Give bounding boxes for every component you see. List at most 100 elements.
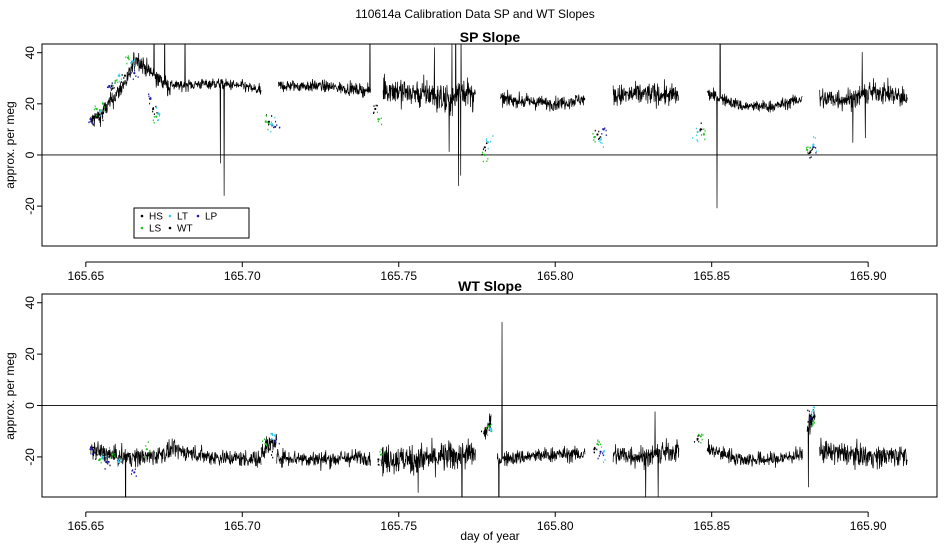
sp-lt-point-0-cluster-1 (99, 111, 101, 113)
wt-ls-point-8-cluster-4 (812, 422, 814, 424)
sp-hs-point-4-cluster-0 (155, 105, 157, 108)
sp-y-axis-label: approx. per meg (3, 101, 17, 188)
wt-hs-point-8-cluster-3 (807, 421, 809, 423)
wt-ls-point-7-cluster-3 (702, 434, 704, 436)
wt-hs-point-3-cluster-0 (266, 443, 268, 445)
sp-lt-point-5-cluster-2 (487, 147, 489, 150)
sp-ls-point-6-cluster-1 (377, 120, 379, 123)
sp-lp-point-0-cluster-3 (90, 119, 92, 121)
sp-hs-point-2-cluster-1 (113, 87, 115, 89)
wt-lt-point-1-cluster-1 (117, 465, 119, 467)
sp-lt-point-6-cluster-1 (600, 141, 602, 144)
wt-ls-point-3-cluster-2 (264, 442, 266, 445)
wt-lp-point-3-cluster-2 (278, 442, 280, 445)
sp-lp-point-0-cluster-1 (93, 123, 95, 126)
sp-ls-point-6-cluster-4 (380, 117, 382, 120)
wt-lp-point-2-cluster-3 (130, 473, 133, 475)
sp-hs-point-7-cluster-1 (481, 153, 483, 156)
wt-hs-point-2-cluster-0 (129, 453, 131, 455)
wt-wt-trace-segment-8 (706, 438, 803, 468)
sp-lt-point-2-cluster-0 (130, 64, 132, 67)
wt-wt-trace-segment-4 (381, 437, 476, 497)
sp-lt-point-5-cluster-1 (485, 138, 488, 140)
wt-ls-point-4-cluster-4 (380, 449, 382, 451)
sp-ls-point-3-cluster-0 (126, 62, 128, 65)
sp-hs-point-6-cluster-2 (373, 111, 375, 114)
sp-lt-point-2 (130, 61, 133, 65)
wt-lt-point-4-cluster-2 (603, 449, 605, 452)
sp-lt-point-3-cluster-2 (155, 107, 157, 109)
sp-lp-point-1-cluster-2 (108, 86, 110, 88)
sp-lt-point-8-cluster-3 (815, 150, 817, 152)
wt-hs-point-7-cluster-1 (693, 441, 696, 443)
wt-y-tick-label-1: 0 (23, 402, 37, 409)
wt-lp-point-4-cluster-0 (602, 452, 604, 455)
sp-hs-point-1-cluster-4 (99, 121, 101, 123)
sp-lp-point-1-cluster-0 (107, 86, 109, 89)
sp-lt-point-5-cluster-3 (490, 140, 492, 143)
sp-hs-point-0 (92, 115, 95, 118)
wt-hs-point-8-cluster-0 (807, 409, 809, 412)
wt-y-tick-label-2: 20 (23, 347, 37, 361)
sp-hs-point-1-cluster-0 (97, 114, 99, 116)
wt-hs-point-2-cluster-4 (124, 454, 126, 457)
wt-ls-point-8-cluster-1 (812, 424, 814, 427)
wt-hs-point-7-cluster-3 (696, 439, 698, 441)
sp-lp-point-0-cluster-0 (88, 121, 90, 124)
wt-ls-point-2 (145, 448, 148, 451)
wt-hs-point-7-cluster-2 (697, 435, 699, 437)
wt-lp-point-5-cluster-2 (813, 412, 815, 414)
wt-hs-point-4-cluster-3 (381, 462, 383, 464)
sp-hs-point-3-cluster-4 (124, 74, 126, 77)
wt-hs-point-2-cluster-2 (128, 455, 130, 457)
sp-hs-point-5-cluster-1 (271, 124, 273, 127)
sp-ls-point-1-cluster-2 (100, 109, 102, 111)
wt-lt-point-5-cluster-0 (812, 406, 814, 408)
sp-ls-point-0-cluster-3 (96, 114, 98, 117)
sp-lt-point-4-cluster-3 (270, 123, 272, 126)
sp-lp-point-4 (274, 125, 277, 128)
sp-ls-point-10-cluster-3 (809, 147, 811, 149)
wt-ls-point-1-cluster-2 (109, 457, 111, 459)
sp-lp-point-5-cluster-4 (605, 129, 607, 132)
wt-lt-point-1-cluster-4 (117, 459, 119, 462)
wt-y-axis-label: approx. per meg (3, 352, 17, 439)
sp-lt-point-8-cluster-0 (812, 143, 814, 146)
wt-ls-point-8 (812, 419, 815, 423)
wt-y-tick-label-0: -20 (23, 448, 37, 466)
sp-ls-point-5-cluster-3 (266, 121, 268, 124)
sp-ls-point-0-cluster-0 (94, 105, 96, 108)
sp-hs-point-6-cluster-0 (375, 104, 377, 107)
sp-hs-point-8-cluster-0 (594, 129, 596, 132)
sp-hs-point-4-cluster-3 (152, 110, 154, 113)
sp-wt-trace-segment-2 (277, 44, 371, 98)
wt-wt-trace-segment-10 (819, 437, 908, 471)
wt-ls-point-1-cluster-4 (114, 455, 116, 458)
wt-ls-point-3-cluster-3 (263, 438, 265, 440)
sp-axes: 165.65 165.70 165.75 165.80 165.85 165.90 -20 0… (23, 46, 887, 283)
wt-hs-point-3 (267, 448, 270, 451)
sp-wt-trace-segment-1 (169, 44, 262, 196)
sp-ls-point-3-cluster-3 (127, 55, 129, 57)
wt-x-tick-label-1: 165.70 (224, 519, 261, 533)
wt-ls-point-5-cluster-0 (489, 424, 492, 427)
wt-ls-point-2-cluster-2 (145, 445, 147, 447)
wt-lt-point-4-cluster-4 (603, 461, 605, 464)
wt-ls-point-3-cluster-4 (265, 439, 267, 441)
wt-lt-point-5-cluster-1 (811, 411, 813, 413)
wt-hs-point-0-cluster-0 (92, 449, 94, 451)
sp-hs-point-10-cluster-1 (811, 148, 813, 150)
sp-ls-point-7-cluster-3 (482, 160, 484, 163)
sp-lt-point-8-cluster-1 (814, 137, 816, 139)
sp-hs-point-3-cluster-2 (128, 73, 130, 76)
sp-ls-point-9-cluster-1 (703, 128, 705, 131)
wt-hs-point-3-cluster-4 (268, 444, 270, 446)
sp-lt-point-6-cluster-0 (600, 136, 603, 139)
wt-hs-point-2 (126, 453, 130, 456)
sp-ls-point-8-cluster-0 (594, 140, 596, 143)
sp-x-tick-label-0: 165.65 (67, 269, 104, 283)
sp-lt-point-7 (696, 130, 699, 134)
sp-ls-point-4-cluster-0 (155, 115, 157, 118)
sp-lp-point-3-cluster-0 (150, 96, 152, 99)
sp-lt-point-5-cluster-4 (486, 140, 488, 142)
